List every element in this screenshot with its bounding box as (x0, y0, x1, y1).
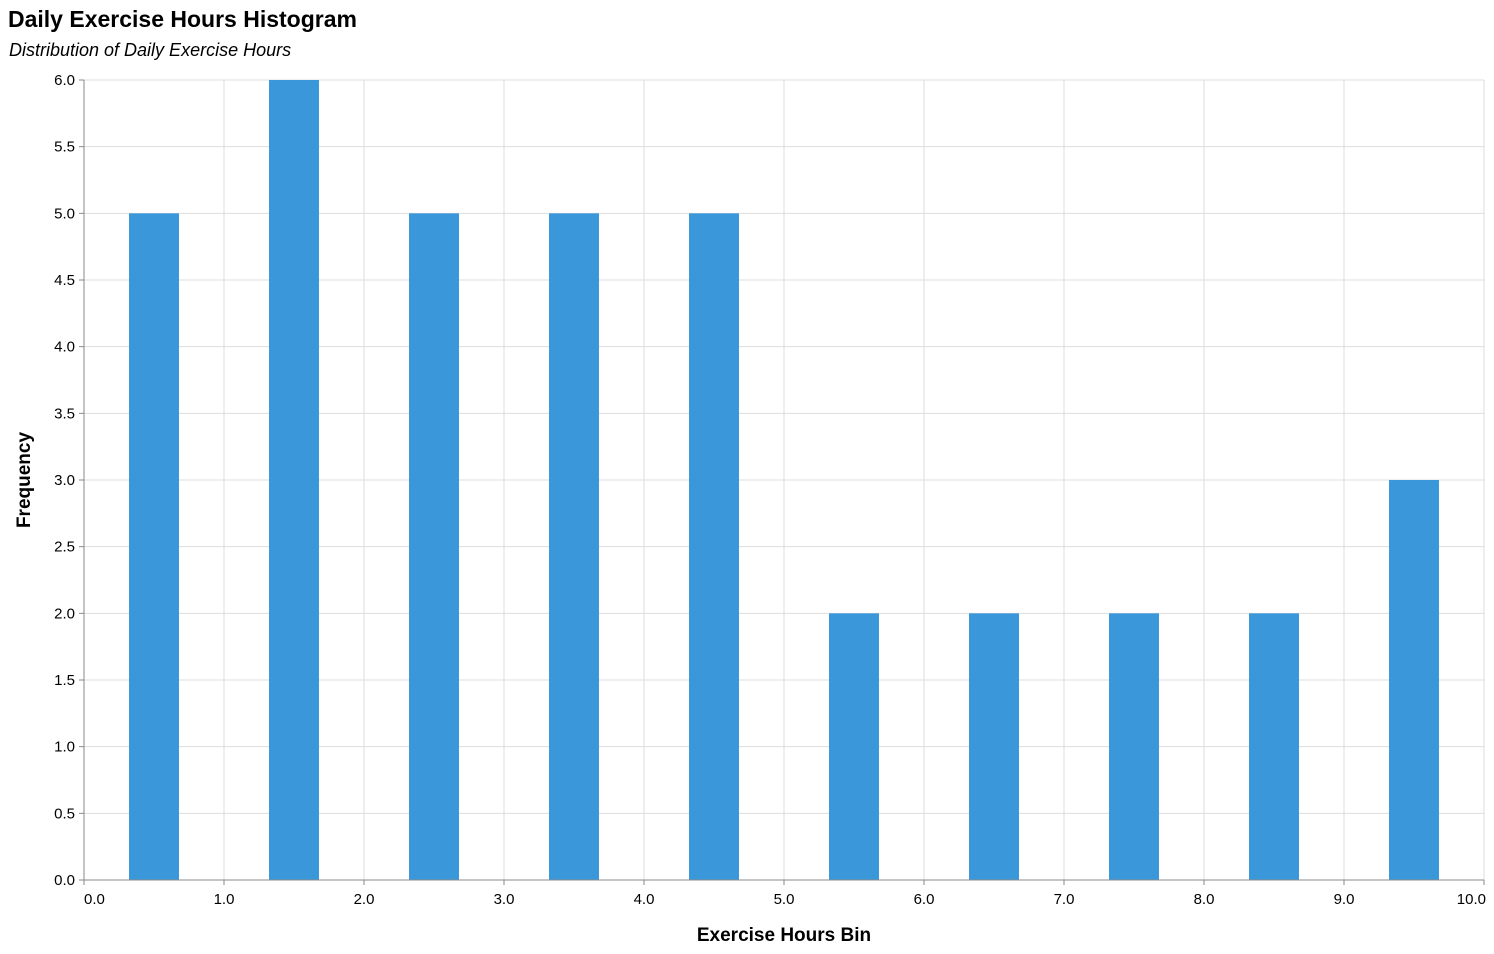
y-tick-label: 0.0 (54, 872, 75, 889)
y-tick-label: 5.0 (54, 205, 75, 222)
histogram-bar[interactable] (409, 213, 459, 881)
y-tick-label: 3.5 (54, 405, 75, 422)
histogram-bar[interactable] (1389, 480, 1439, 880)
histogram-bar[interactable] (689, 213, 739, 881)
histogram-bar[interactable] (1249, 613, 1299, 880)
y-tick-label: 5.5 (54, 139, 75, 156)
y-tick-label: 1.0 (54, 739, 75, 756)
histogram-bar[interactable] (1109, 613, 1159, 880)
y-tick-label: 2.0 (54, 605, 75, 622)
x-tick-label: 1.0 (214, 891, 235, 908)
x-tick-label: 4.0 (634, 891, 655, 908)
y-tick-label: 3.0 (54, 472, 75, 489)
y-axis-title: Frequency (14, 432, 35, 529)
histogram-bar[interactable] (829, 613, 879, 880)
y-tick-label: 0.5 (54, 805, 75, 822)
x-tick-label: 2.0 (354, 891, 375, 908)
histogram-bar[interactable] (969, 613, 1019, 880)
y-tick-label: 2.5 (54, 539, 75, 556)
histogram-bar[interactable] (129, 213, 179, 881)
chart-subtitle: Distribution of Daily Exercise Hours (9, 40, 292, 60)
chart-title: Daily Exercise Hours Histogram (8, 6, 357, 32)
x-tick-label: 8.0 (1194, 891, 1215, 908)
axes: 0.0 0.5 1.0 1.5 2.0 2.5 3.0 3.5 4.0 4.5 5.0 5.5 6.0 0… (54, 72, 1486, 908)
x-tick-label: 7.0 (1054, 891, 1075, 908)
y-tick-label: 6.0 (54, 72, 75, 89)
x-axis-title: Exercise Hours Bin (697, 925, 871, 946)
y-tick-label: 4.0 (54, 339, 75, 356)
x-tick-label: 0.0 (84, 891, 105, 908)
x-tick-label: 3.0 (494, 891, 515, 908)
y-tick-label: 1.5 (54, 672, 75, 689)
x-tick-label: 6.0 (914, 891, 935, 908)
x-tick-label: 10.0 (1457, 891, 1486, 908)
bars (129, 80, 1439, 881)
y-tick-label: 4.5 (54, 272, 75, 289)
x-tick-label: 5.0 (774, 891, 795, 908)
histogram-bar[interactable] (549, 213, 599, 881)
histogram-bar[interactable] (269, 80, 319, 880)
x-tick-label: 9.0 (1334, 891, 1355, 908)
